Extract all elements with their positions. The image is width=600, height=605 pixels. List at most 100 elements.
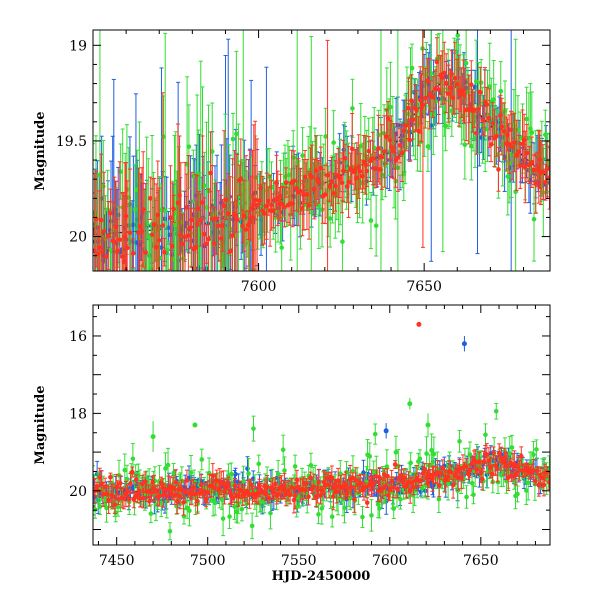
data-point-red bbox=[484, 102, 489, 107]
data-point-red bbox=[292, 179, 297, 184]
data-point-red bbox=[525, 151, 530, 156]
data-point-green bbox=[369, 513, 374, 518]
data-point-green bbox=[532, 217, 537, 222]
data-point-red bbox=[214, 216, 219, 221]
data-point-red bbox=[108, 211, 113, 216]
data-point-green bbox=[251, 426, 256, 431]
data-point-green bbox=[281, 447, 286, 452]
data-point-green bbox=[463, 142, 468, 147]
data-point-red bbox=[406, 106, 411, 111]
top-data-points bbox=[91, 0, 552, 479]
data-point-green bbox=[168, 275, 173, 280]
data-point-red bbox=[407, 138, 412, 143]
data-point-green bbox=[220, 278, 225, 283]
data-point-red bbox=[131, 251, 136, 256]
data-point-red bbox=[379, 155, 384, 160]
data-point-green bbox=[110, 293, 115, 298]
data-point-green bbox=[133, 207, 138, 212]
data-point-green bbox=[300, 153, 305, 158]
data-point-red bbox=[444, 81, 449, 86]
data-point-red bbox=[216, 224, 221, 229]
data-point-red bbox=[404, 123, 409, 128]
data-point-red bbox=[478, 90, 483, 95]
data-point-red bbox=[228, 249, 233, 254]
data-point-green bbox=[246, 471, 251, 476]
data-point-red bbox=[487, 116, 492, 121]
data-point-green bbox=[246, 241, 251, 246]
data-point-red bbox=[99, 218, 104, 223]
data-point-green bbox=[147, 283, 152, 288]
data-point-red bbox=[115, 248, 120, 253]
data-point-green bbox=[166, 281, 171, 286]
data-point-red bbox=[161, 223, 166, 228]
data-point-red bbox=[204, 242, 209, 247]
y-tick-label: 20 bbox=[69, 230, 87, 246]
data-point-red bbox=[125, 246, 130, 251]
y-tick-label: 19.5 bbox=[56, 134, 87, 150]
data-point-green bbox=[122, 468, 127, 473]
data-point-red bbox=[323, 192, 328, 197]
data-point-green bbox=[215, 280, 220, 285]
data-point-green bbox=[154, 292, 159, 297]
data-point-red bbox=[123, 235, 128, 240]
x-tick-label: 7600 bbox=[241, 279, 277, 295]
data-point-green bbox=[331, 140, 336, 145]
data-point-green bbox=[137, 178, 142, 183]
data-point-red bbox=[235, 217, 240, 222]
data-point-red bbox=[502, 129, 507, 134]
data-point-red bbox=[430, 95, 435, 100]
data-point-green bbox=[200, 281, 205, 286]
data-point-green bbox=[183, 332, 188, 337]
data-point-green bbox=[129, 277, 134, 282]
data-point-green bbox=[443, 124, 448, 129]
data-point-green bbox=[360, 515, 365, 520]
data-point-red bbox=[421, 103, 426, 108]
data-point-red bbox=[210, 216, 215, 221]
data-point-green bbox=[498, 89, 503, 94]
data-point-red bbox=[262, 211, 267, 216]
data-point-red bbox=[102, 229, 107, 234]
data-point-green bbox=[373, 432, 378, 437]
data-point-green bbox=[388, 105, 393, 110]
data-point-green bbox=[113, 510, 118, 515]
data-point-green bbox=[149, 511, 154, 516]
data-point-green bbox=[377, 506, 382, 511]
data-point-green bbox=[101, 184, 106, 189]
data-point-green bbox=[330, 514, 335, 519]
data-point-red bbox=[343, 156, 348, 161]
data-point-green bbox=[530, 130, 535, 135]
data-point-green bbox=[187, 508, 192, 513]
data-point-green bbox=[374, 223, 379, 228]
data-point-red bbox=[510, 145, 515, 150]
data-point-green bbox=[163, 208, 168, 213]
data-point-green bbox=[241, 479, 246, 484]
data-point-green bbox=[108, 307, 113, 312]
data-point-red bbox=[494, 134, 499, 139]
data-point-green bbox=[221, 516, 226, 521]
data-point-blue bbox=[473, 85, 478, 90]
data-point-red bbox=[518, 163, 523, 168]
data-point-red bbox=[474, 131, 479, 136]
data-point-green bbox=[131, 291, 136, 296]
data-point-green bbox=[196, 288, 201, 293]
data-point-red bbox=[449, 72, 454, 77]
data-point-red bbox=[411, 118, 416, 123]
data-point-green bbox=[408, 461, 413, 466]
data-point-green bbox=[213, 501, 218, 506]
data-point-red bbox=[244, 227, 249, 232]
data-point-red bbox=[310, 175, 315, 180]
data-point-green bbox=[340, 239, 345, 244]
data-point-red bbox=[472, 107, 477, 112]
data-point-green bbox=[227, 514, 232, 519]
data-point-green bbox=[193, 276, 198, 281]
data-point-red bbox=[376, 146, 381, 151]
data-point-red bbox=[538, 157, 543, 162]
data-point-red bbox=[496, 167, 501, 172]
data-point-red bbox=[338, 176, 343, 181]
data-point-green bbox=[367, 454, 372, 459]
data-point-green bbox=[464, 61, 469, 66]
data-point-green bbox=[168, 529, 173, 534]
